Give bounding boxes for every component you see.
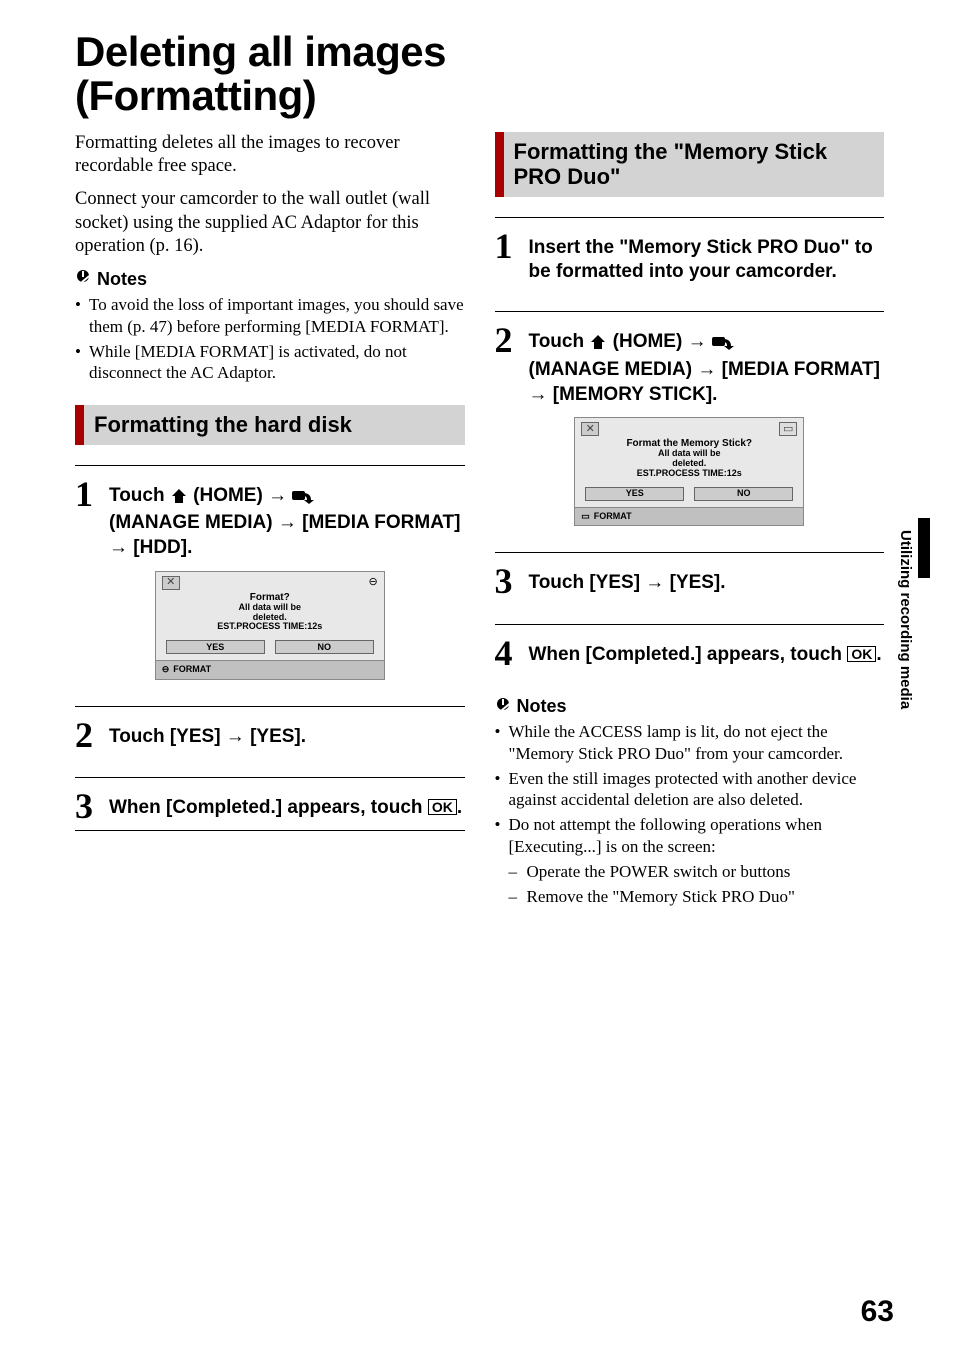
step-body: Touch (HOME) → (MANAGE MEDIA) → [MEDIA F… [109,478,465,561]
step-body: When [Completed.] appears, touch OK. [109,790,462,821]
t: When [Completed.] appears, touch [109,797,428,818]
left-column: Formatting deletes all the images to rec… [75,132,465,911]
yes-button[interactable]: YES [166,640,265,654]
step-body: When [Completed.] appears, touch OK. [529,637,882,668]
x: ✕ [586,424,595,435]
right-step-1: 1 Insert the "Memory Stick PRO Duo" to b… [495,217,885,293]
format-icon: ▭ [581,511,590,522]
t: Touch [529,331,590,352]
notes-list-left: To avoid the loss of important images, y… [75,294,465,383]
step-number: 2 [75,719,99,751]
intro-paragraph-1: Formatting deletes all the images to rec… [75,132,465,178]
screen-footer: ⊖ FORMAT [156,660,384,678]
t: When [Completed.] appears, touch [529,644,848,665]
step-number: 2 [495,324,519,356]
page-title: Deleting all images (Formatting) [75,30,884,118]
right-step-2: 2 Touch (HOME) → (MANAGE MEDIA) → [MEDIA… [495,311,885,534]
left-step-1: 1 Touch (HOME) → (MANAGE MEDIA) → [MEDIA… [75,465,465,688]
screen-message: Format the Memory Stick? All data will b… [575,436,803,485]
home-icon [170,487,188,512]
t: (HOME) [613,331,688,352]
right-step-3: 3 Touch [YES] → [YES]. [495,552,885,605]
step-body: Touch [YES] → [YES]. [109,719,306,750]
t: (MANAGE MEDIA) → [MEDIA FORMAT] → [MEMOR… [529,359,880,405]
notes-label: Notes [97,268,147,291]
notes-heading-right: Notes [495,695,885,718]
t: EST.PROCESS TIME:12s [160,622,380,632]
notes-heading-left: Notes [75,268,465,291]
t: (HOME) [193,485,268,506]
t: . [457,797,462,818]
title-line1: Deleting all images [75,28,446,75]
sub-item: Operate the POWER switch or buttons [509,861,885,882]
side-section-label: Utilizing recording media [897,530,914,713]
note-item: While [MEDIA FORMAT] is activated, do no… [75,341,465,384]
close-icon[interactable]: ✕ [581,422,599,436]
t: . [876,644,881,665]
home-icon [589,333,607,358]
ok-box: OK [847,646,876,662]
no-button[interactable]: NO [275,640,374,654]
t: Do not attempt the following operations … [509,815,823,855]
section-heading-left: Formatting the hard disk [75,405,465,444]
t: FORMAT [173,664,211,675]
step-number: 1 [75,478,99,510]
screen-message: Format? All data will be deleted. EST.PR… [156,590,384,639]
manage-media-icon [712,333,734,358]
note-item: Even the still images protected with ano… [495,768,885,811]
lcd-screen-left: ✕ ⊖ Format? All data will be deleted. ES… [155,571,385,680]
memstick-icon: ▭ [779,422,797,436]
notes-label: Notes [517,695,567,718]
notes-list-right: While the ACCESS lamp is lit, do not eje… [495,721,885,907]
side-label-text: Utilizing recording media [897,530,914,709]
step-body: Insert the "Memory Stick PRO Duo" to be … [529,230,885,285]
note-item: While the ACCESS lamp is lit, do not eje… [495,721,885,764]
no-button[interactable]: NO [694,487,793,501]
ok-box: OK [428,799,457,815]
step-body: Touch (HOME) → (MANAGE MEDIA) → [MEDIA F… [529,324,885,407]
yes-button[interactable]: YES [585,487,684,501]
step-body: Touch [YES] → [YES]. [529,565,726,596]
close-icon[interactable]: ✕ [162,576,180,590]
note-item: To avoid the loss of important images, y… [75,294,465,337]
left-step-2: 2 Touch [YES] → [YES]. [75,706,465,759]
warn-icon [75,268,91,289]
x: ✕ [166,577,175,588]
t: EST.PROCESS TIME:12s [579,469,799,479]
step-number: 3 [75,790,99,822]
step-number: 4 [495,637,519,669]
step-number: 3 [495,565,519,597]
t: Touch [109,485,170,506]
format-icon: ⊖ [162,664,170,675]
step-number: 1 [495,230,519,262]
right-step-4: 4 When [Completed.] appears, touch OK. [495,624,885,677]
t: FORMAT [594,511,632,522]
section-heading-right: Formatting the "Memory Stick PRO Duo" [495,132,885,197]
hdd-icon: ⊖ [369,576,378,590]
page-number: 63 [861,1295,894,1329]
manage-media-icon [292,487,314,512]
left-step-3: 3 When [Completed.] appears, touch OK. [75,777,465,831]
warn-icon [495,696,511,717]
sub-item: Remove the "Memory Stick PRO Duo" [509,886,885,907]
right-column: Formatting the "Memory Stick PRO Duo" 1 … [495,132,885,911]
screen-footer: ▭ FORMAT [575,507,803,525]
side-section-bar [918,518,930,578]
t: (MANAGE MEDIA) → [MEDIA FORMAT] → [HDD]. [109,512,460,558]
notes-sublist: Operate the POWER switch or buttons Remo… [509,861,885,908]
note-item: Do not attempt the following operations … [495,814,885,907]
intro-paragraph-2: Connect your camcorder to the wall outle… [75,188,465,257]
title-line2: (Formatting) [75,72,316,119]
lcd-screen-right: ✕ ▭ Format the Memory Stick? All data wi… [574,417,804,526]
